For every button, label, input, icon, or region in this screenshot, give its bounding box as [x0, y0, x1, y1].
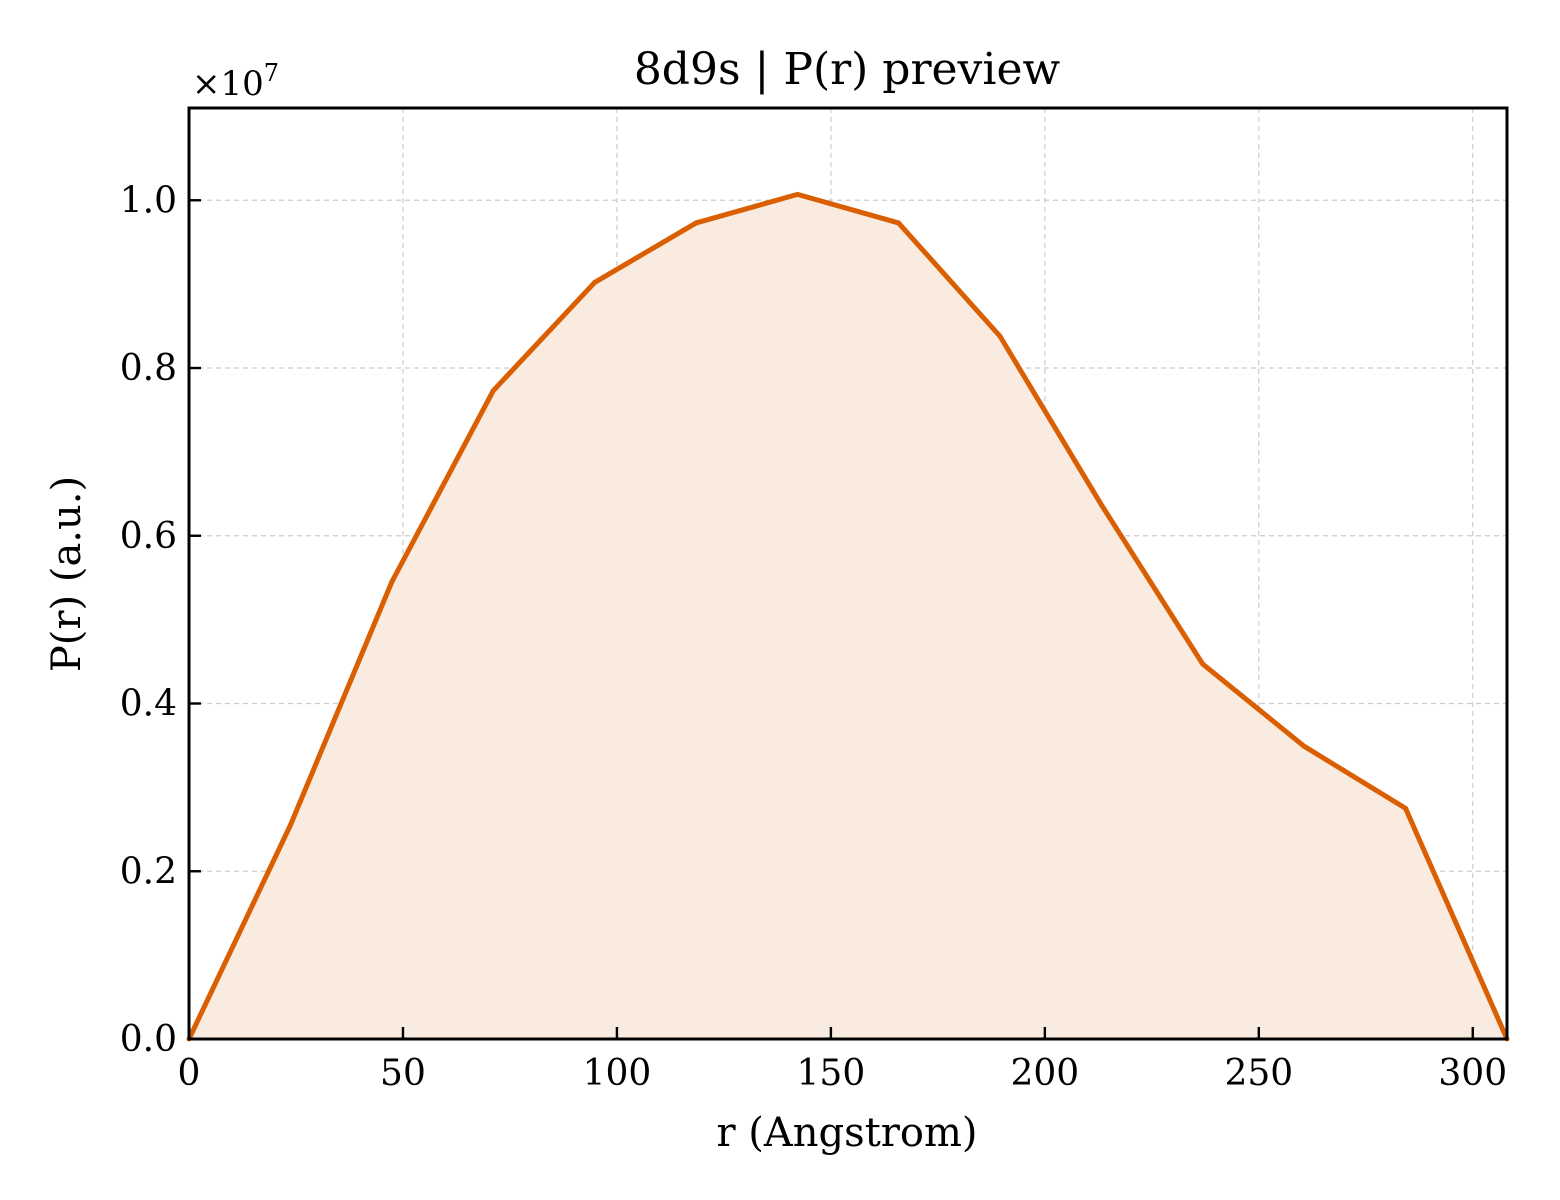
data-point	[288, 822, 293, 828]
x-tick-label: 250	[1224, 1053, 1293, 1094]
x-tick-label: 50	[380, 1053, 426, 1094]
data-point	[1301, 743, 1307, 749]
ticks: 0 50 100 150 200 250 300 0.0 0.2 0.4 0.6 0.8 1.0	[120, 180, 1507, 1094]
data-point	[693, 220, 699, 226]
y-axis-label: P(r) (a.u.)	[44, 476, 90, 672]
data-point	[1403, 805, 1408, 811]
data-point	[490, 388, 496, 394]
x-tick-label: 150	[797, 1053, 866, 1094]
data-point	[389, 579, 395, 585]
y-tick-label: 0.0	[120, 1019, 177, 1060]
y-multiplier-label: ×107	[192, 59, 279, 104]
data-point	[795, 191, 800, 197]
plot-frame	[187, 106, 1509, 1041]
y-tick-label: 0.2	[120, 851, 177, 892]
data-point	[896, 220, 901, 226]
pr-area-fill	[189, 194, 1507, 1040]
data-point	[592, 280, 598, 285]
x-tick-label: 200	[1010, 1053, 1079, 1094]
x-tick-label: 300	[1438, 1053, 1507, 1094]
data-point	[1200, 661, 1206, 667]
data-point	[997, 333, 1003, 339]
x-axis-label: r (Angstrom)	[716, 1110, 977, 1156]
y-tick-label: 0.4	[120, 684, 177, 725]
chart-title: 8d9s | P(r) preview	[634, 44, 1061, 95]
y-multiplier-exponent: 7	[264, 59, 279, 87]
y-tick-label: 0.8	[120, 348, 177, 389]
y-tick-label: 1.0	[120, 180, 177, 221]
data-point	[1098, 502, 1104, 508]
x-tick-label: 0	[178, 1053, 201, 1094]
pr-series-line	[186, 191, 1510, 1041]
y-tick-label: 0.6	[120, 516, 177, 557]
y-multiplier-base: ×10	[192, 64, 264, 104]
x-tick-label: 100	[583, 1053, 652, 1094]
